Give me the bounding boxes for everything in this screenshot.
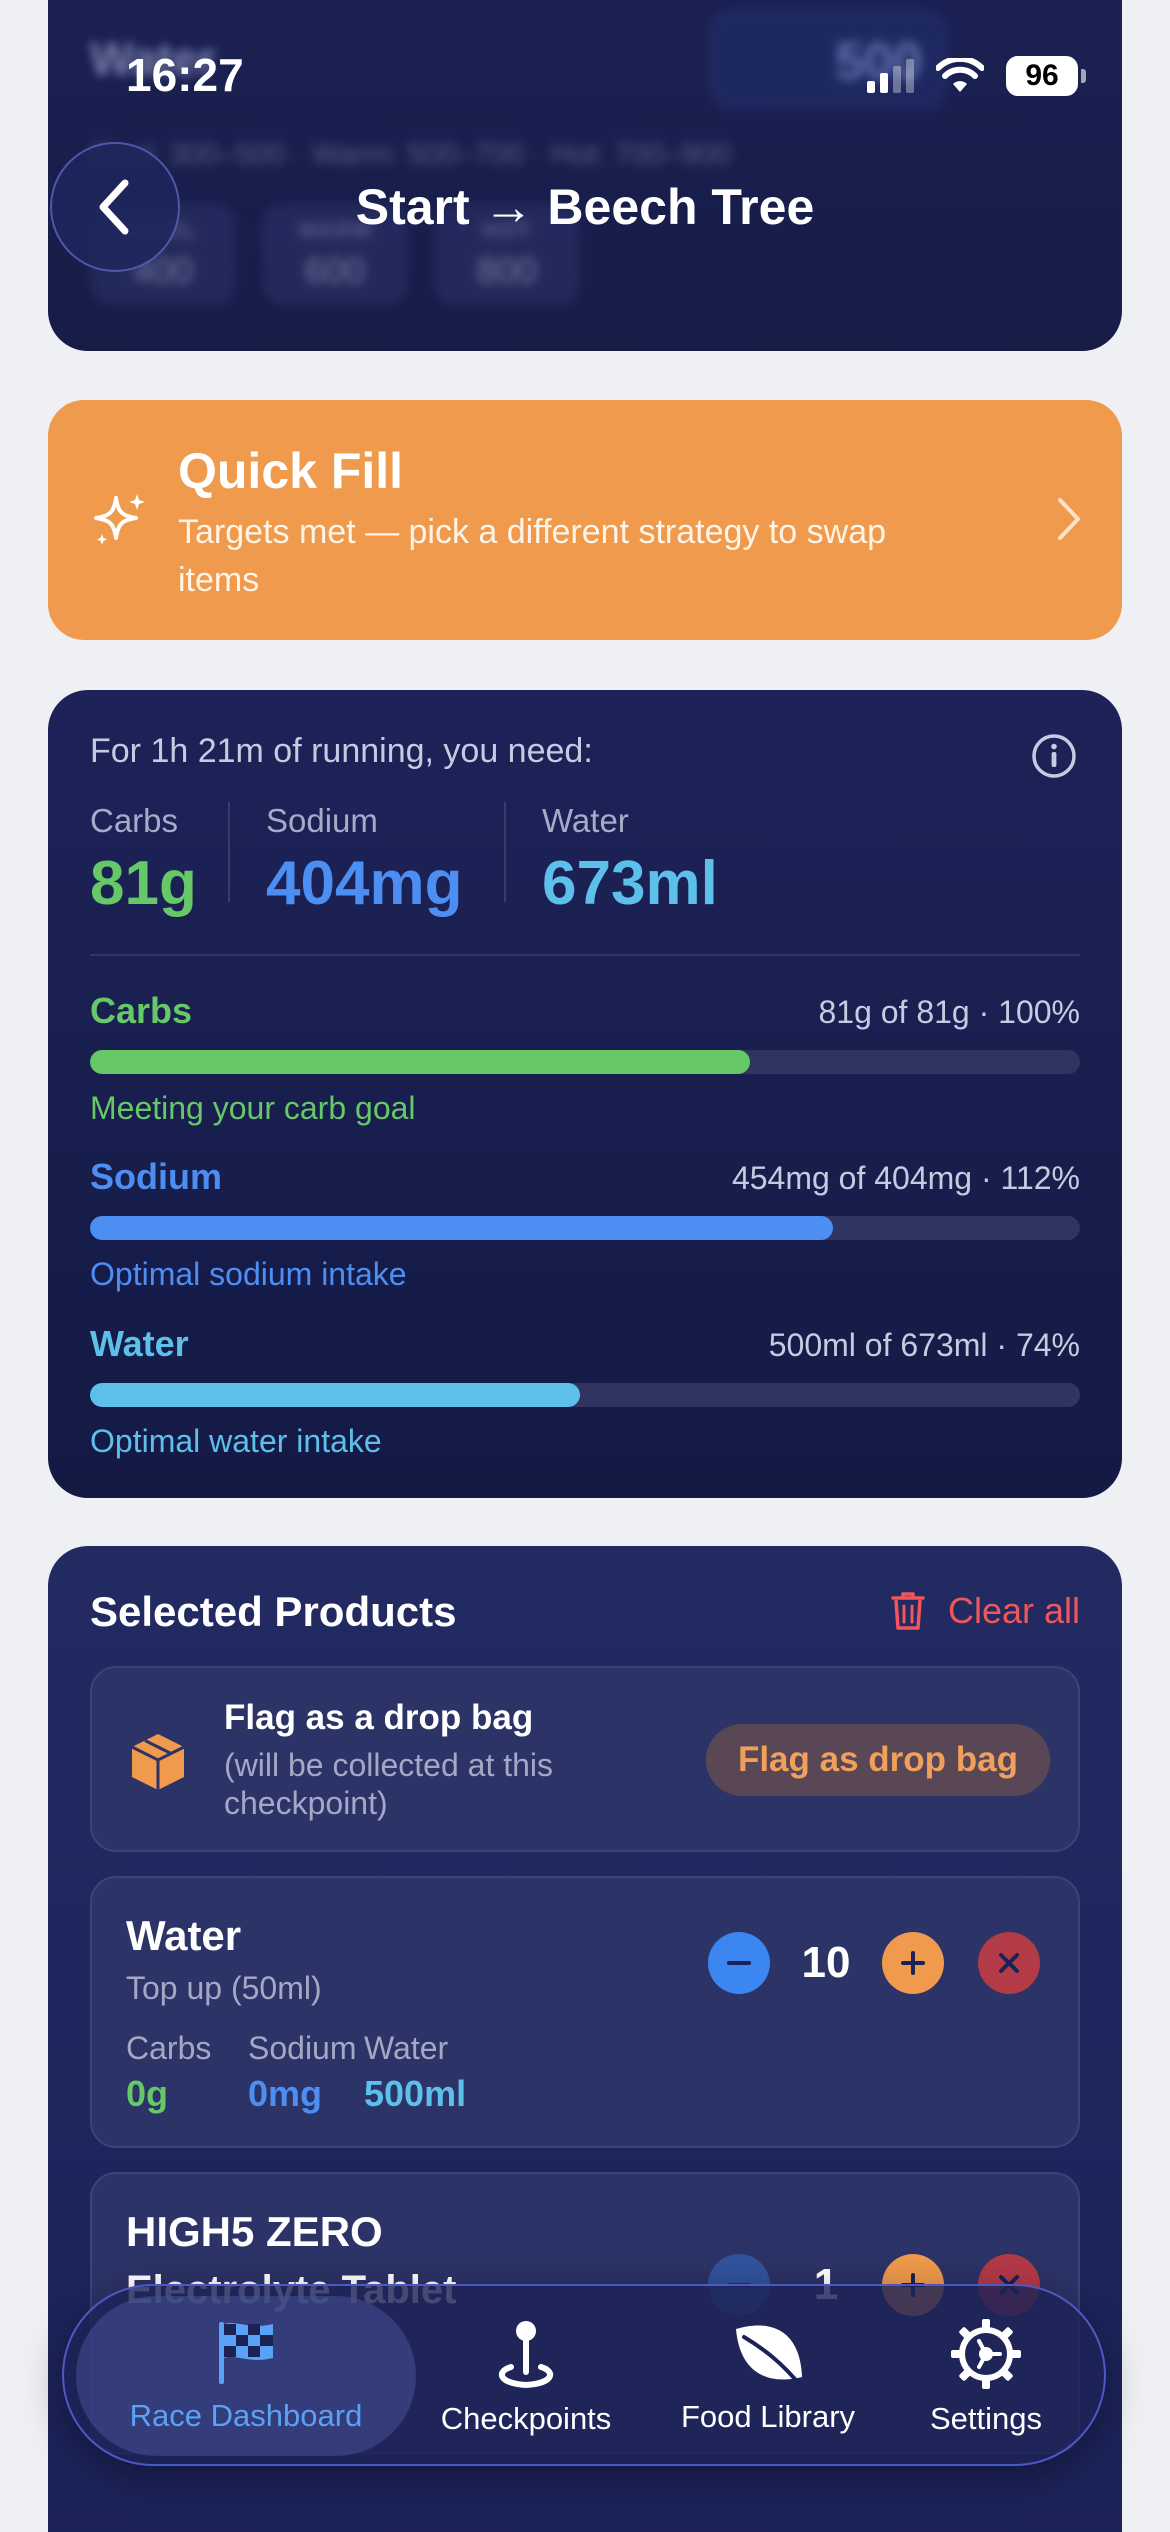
- preset-chip: HOT 800: [434, 204, 580, 306]
- map-pin-icon: [498, 2321, 554, 2389]
- header-blurred-content: Water 500 Cool: 300–500 · Warm: 500–700 …: [48, 0, 1122, 351]
- blurred-title: Water: [90, 33, 217, 85]
- chevron-right-icon: [1058, 498, 1080, 540]
- tab-label: Food Library: [680, 2399, 856, 2434]
- section-title: Selected Products: [90, 1588, 457, 1635]
- quick-fill-title: Quick Fill: [178, 443, 404, 499]
- decrement-button[interactable]: [708, 1932, 770, 1994]
- quick-fill-button[interactable]: Quick Fill Targets met — pick a differen…: [48, 400, 1122, 640]
- gear-icon: [951, 2319, 1021, 2389]
- quick-fill-subtitle: Targets met — pick a different strategy …: [178, 513, 887, 599]
- back-button[interactable]: [50, 142, 180, 272]
- tab-food-library[interactable]: Food Library: [658, 2286, 878, 2468]
- clear-all-label: Clear all: [947, 1590, 1080, 1631]
- progress-track: [90, 1216, 1080, 1240]
- tab-race-dashboard[interactable]: Race Dashboard: [76, 2296, 416, 2456]
- product-name: HIGH5 ZERO: [126, 2208, 383, 2255]
- clear-all-button[interactable]: Clear all: [890, 1590, 1080, 1632]
- progress-label: Carbs: [90, 990, 193, 1031]
- progress-amount: 81g of 81g · 100%: [818, 994, 1080, 1030]
- preset-chip: WARM 600: [262, 204, 408, 306]
- progress-fill: [90, 1050, 751, 1074]
- progress-note: Meeting your carb goal: [90, 1090, 416, 1126]
- quantity-stepper: 10: [708, 1932, 1040, 1994]
- product-stat-carbs: Carbs 0g: [126, 2030, 212, 2114]
- status-icons: 96: [867, 56, 1086, 96]
- progress-sodium: Sodium 454mg of 404mg · 112% Optimal sod…: [90, 1156, 1080, 1293]
- nutrition-needs-card: For 1h 21m of running, you need: Carbs 8…: [48, 690, 1122, 1498]
- cellular-signal-icon: [867, 59, 914, 93]
- tab-settings[interactable]: Settings: [886, 2286, 1086, 2468]
- status-time: 16:27: [126, 49, 244, 101]
- plus-icon: [901, 1951, 925, 1975]
- quantity-value: 10: [801, 1938, 851, 1987]
- close-icon: [999, 1953, 1019, 1973]
- package-icon: [131, 1734, 185, 1790]
- drop-bag-subtitle: (will be collected at this checkpoint): [224, 1747, 554, 1821]
- battery-icon: 96: [1006, 56, 1086, 96]
- wifi-icon: [936, 58, 984, 92]
- divider: [90, 954, 1080, 956]
- progress-amount: 454mg of 404mg · 112%: [731, 1160, 1080, 1196]
- progress-amount: 500ml of 673ml · 74%: [768, 1327, 1080, 1363]
- battery-level: 96: [1006, 56, 1078, 96]
- info-icon[interactable]: [1030, 732, 1078, 780]
- progress-water: Water 500ml of 673ml · 74% Optimal water…: [90, 1323, 1080, 1460]
- progress-track: [90, 1050, 1080, 1074]
- stat-water: Water 673ml: [542, 802, 718, 918]
- minus-icon: [727, 1961, 751, 1965]
- tab-bar: Race Dashboard Checkpoints Food Library: [62, 2284, 1106, 2466]
- product-serving: Top up (50ml): [126, 1970, 322, 2006]
- trash-icon: [891, 1592, 925, 1630]
- needs-heading: For 1h 21m of running, you need:: [90, 732, 593, 770]
- flag-drop-bag-button[interactable]: Flag as drop bag: [705, 1724, 1050, 1796]
- checkered-flag-icon: [219, 2322, 273, 2384]
- product-stat-water: Water 500ml: [364, 2030, 467, 2114]
- product-stat-sodium: Sodium 0mg: [248, 2030, 357, 2114]
- progress-note: Optimal water intake: [90, 1423, 382, 1459]
- progress-track: [90, 1383, 1080, 1407]
- progress-fill: [90, 1216, 833, 1240]
- tab-label: Settings: [929, 2401, 1042, 2436]
- sparkles-icon: [94, 494, 145, 545]
- progress-label: Sodium: [90, 1156, 222, 1197]
- page-title: Start → Beech Tree: [355, 179, 815, 235]
- progress-note: Optimal sodium intake: [90, 1256, 407, 1292]
- progress-label: Water: [90, 1323, 189, 1364]
- progress-carbs: Carbs 81g of 81g · 100% Meeting your car…: [90, 990, 1080, 1127]
- product-item: Water Top up (50ml) Carbs 0g Sodium 0mg …: [90, 1876, 1080, 2148]
- header-card: Water 500 Cool: 300–500 · Warm: 500–700 …: [48, 0, 1122, 351]
- tab-label: Checkpoints: [440, 2401, 612, 2436]
- tab-label: Race Dashboard: [129, 2398, 363, 2433]
- increment-button[interactable]: [882, 1932, 944, 1994]
- drop-bag-row: Flag as a drop bag (will be collected at…: [90, 1666, 1080, 1852]
- stat-sodium: Sodium 404mg: [266, 802, 463, 918]
- drop-bag-title: Flag as a drop bag: [224, 1698, 534, 1737]
- stat-carbs: Carbs 81g: [90, 802, 197, 918]
- chevron-left-icon: [99, 179, 129, 235]
- blurred-value-box: 500: [708, 10, 948, 110]
- blurred-hint: Cool: 300–500 · Warm: 500–700 · Hot: 700…: [90, 138, 731, 171]
- progress-fill: [90, 1383, 581, 1407]
- remove-button[interactable]: [978, 1932, 1040, 1994]
- product-name: Water: [126, 1912, 242, 1959]
- tab-checkpoints[interactable]: Checkpoints: [416, 2286, 636, 2468]
- leaf-icon: [736, 2325, 802, 2387]
